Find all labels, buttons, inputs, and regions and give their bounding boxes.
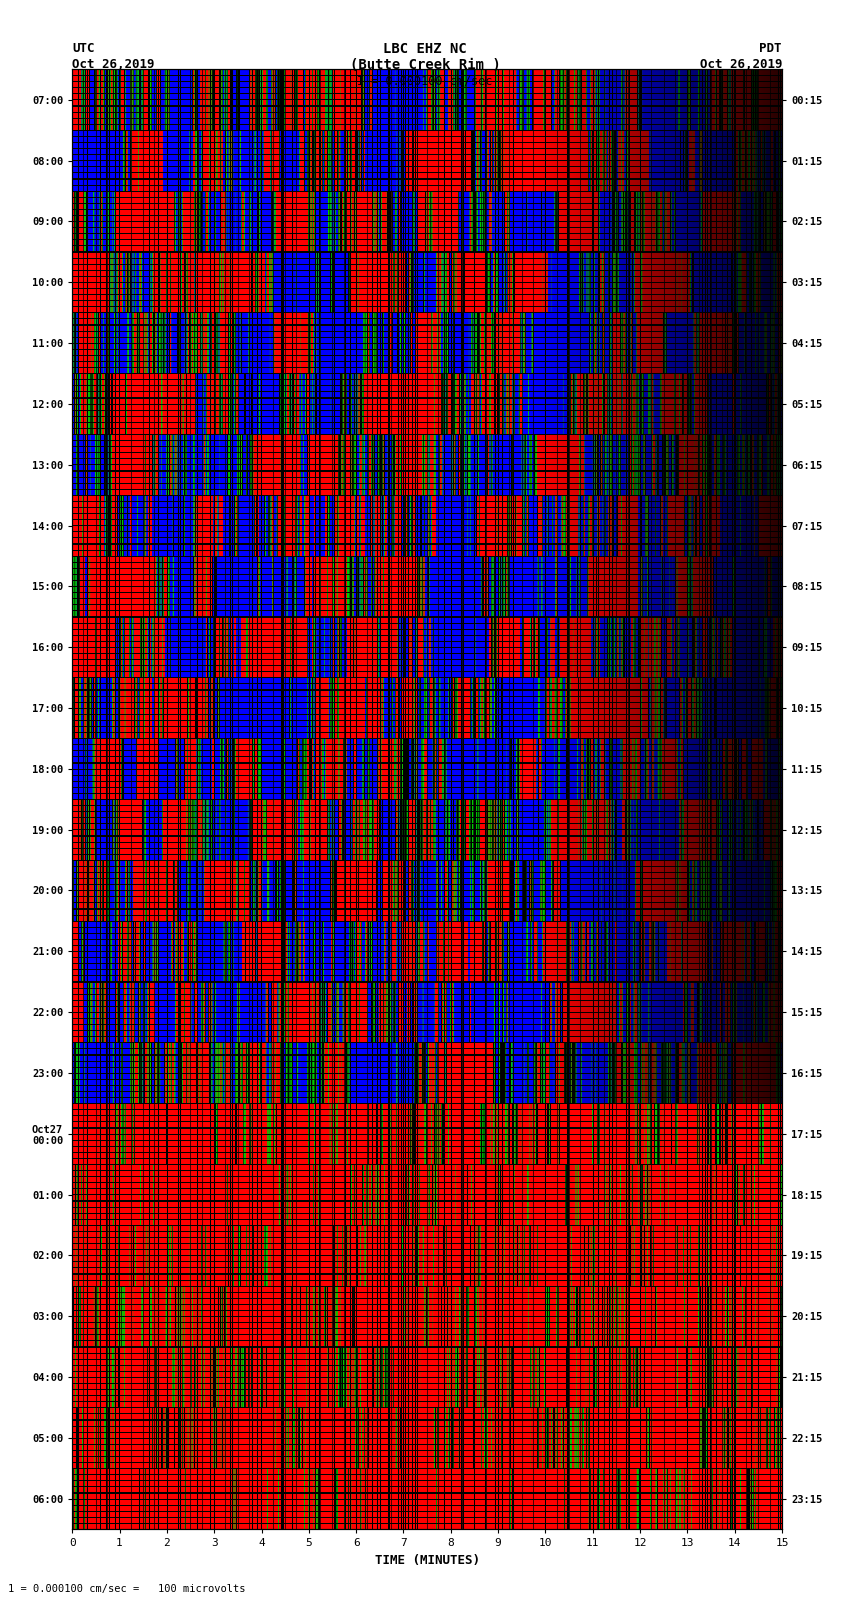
Text: Oct 26,2019: Oct 26,2019 xyxy=(700,58,782,71)
Text: Oct 26,2019: Oct 26,2019 xyxy=(72,58,155,71)
Text: PDT: PDT xyxy=(760,42,782,55)
Text: UTC: UTC xyxy=(72,42,94,55)
Text: I = 0.000100 cm/sec: I = 0.000100 cm/sec xyxy=(357,74,493,87)
Text: LBC EHZ NC: LBC EHZ NC xyxy=(383,42,467,56)
X-axis label: TIME (MINUTES): TIME (MINUTES) xyxy=(375,1553,479,1566)
Text: (Butte Creek Rim ): (Butte Creek Rim ) xyxy=(349,58,501,73)
Text: 1 = 0.000100 cm/sec =   100 microvolts: 1 = 0.000100 cm/sec = 100 microvolts xyxy=(8,1584,246,1594)
